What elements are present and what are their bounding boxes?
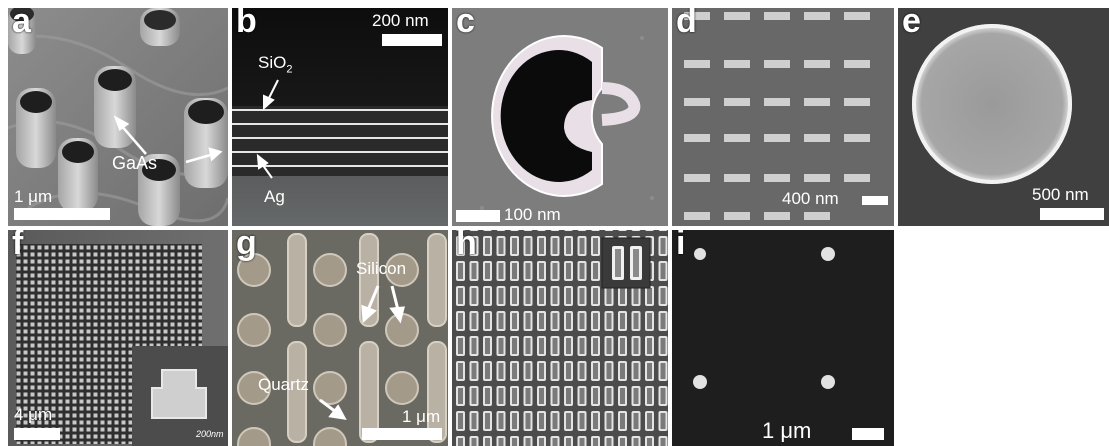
panel-i-label: i <box>676 230 686 262</box>
panel-c: c 100 nm <box>452 8 668 226</box>
panel-a-scale-label: 1 μm <box>14 187 53 206</box>
panel-e-scale-bar <box>1040 208 1104 220</box>
panel-a-label: a <box>12 8 31 40</box>
panel-f: f 4 μm 200nm <box>8 230 228 446</box>
panel-i: i 1 μm <box>672 230 894 446</box>
panel-g-annotation-silicon: Silicon <box>356 259 407 278</box>
panel-f-image <box>8 230 228 446</box>
panel-e-image <box>898 8 1109 226</box>
panel-i-image <box>672 230 894 446</box>
panel-h: h <box>452 230 668 446</box>
panel-d: d 400 nm <box>672 8 894 226</box>
panel-b: b SiO2 Ag 200 nm <box>232 8 448 226</box>
panel-g-image <box>232 230 448 446</box>
panel-i-scale-label: 1 μm <box>762 418 812 443</box>
panel-e-label: e <box>902 8 921 40</box>
panel-c-scale-bar <box>456 210 500 222</box>
panel-f-inset-scale-label: 200nm <box>196 429 224 439</box>
panel-f-scale-label: 4 μm <box>14 405 53 424</box>
panel-a-image <box>8 8 228 226</box>
panel-b-scale-bar <box>382 34 442 46</box>
panel-g-scale-label: 1 μm <box>402 407 441 426</box>
sio2-subscript: 2 <box>286 63 293 76</box>
panel-b-annotation-sio2: SiO2 <box>258 54 292 75</box>
panel-a-scale-bar <box>14 208 110 220</box>
panel-g-scale-bar <box>362 428 442 440</box>
panel-d-image <box>672 8 894 226</box>
panel-e: e 500 nm <box>898 8 1109 226</box>
panel-a-annotation: GaAs <box>112 153 158 173</box>
panel-g-annotation-quartz: Quartz <box>258 375 310 394</box>
panel-a: a GaAs 1 μm <box>8 8 228 226</box>
panel-c-label: c <box>456 8 475 40</box>
panel-b-scale-label: 200 nm <box>372 11 429 30</box>
panel-f-label: f <box>12 230 24 262</box>
panel-h-label: h <box>456 230 477 262</box>
panel-d-scale-bar <box>862 196 888 205</box>
panel-h-image <box>452 230 668 446</box>
panel-e-scale-label: 500 nm <box>1032 185 1089 204</box>
panel-g-label: g <box>236 230 257 262</box>
panel-c-scale-label: 100 nm <box>504 205 561 224</box>
panel-d-label: d <box>676 8 697 40</box>
sio2-text: SiO <box>258 53 287 72</box>
panel-i-scale-bar <box>852 428 884 440</box>
panel-b-annotation-ag: Ag <box>264 187 285 206</box>
panel-b-label: b <box>236 8 257 40</box>
panel-c-image <box>452 8 668 226</box>
panel-g: g Silicon Quartz 1 μm <box>232 230 448 446</box>
panel-f-scale-bar <box>14 428 60 440</box>
panel-d-scale-label: 400 nm <box>782 189 839 208</box>
